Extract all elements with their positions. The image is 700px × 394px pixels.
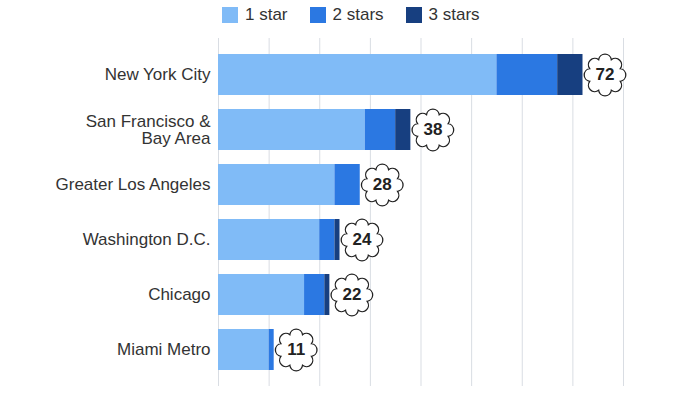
svg-text:Greater Los Angeles: Greater Los Angeles [56,175,211,194]
svg-text:28: 28 [373,175,392,194]
svg-text:72: 72 [596,65,615,84]
svg-text:Chicago: Chicago [148,285,210,304]
html-text:2 stars: 2 stars [332,5,384,24]
svg-text:22: 22 [342,285,361,304]
svg-text:38: 38 [423,120,442,139]
svg-text:Washington D.C.: Washington D.C. [83,230,211,249]
svg-text:24: 24 [353,230,372,249]
svg-text:San Francisco &Bay Area: San Francisco &Bay Area [86,112,211,148]
svg-text:Miami Metro: Miami Metro [117,340,211,359]
html-text:1 star: 1 star [245,5,288,24]
html-text:3 stars: 3 stars [428,5,480,24]
svg-text:New York City: New York City [105,65,211,84]
svg-text:11: 11 [287,340,305,359]
